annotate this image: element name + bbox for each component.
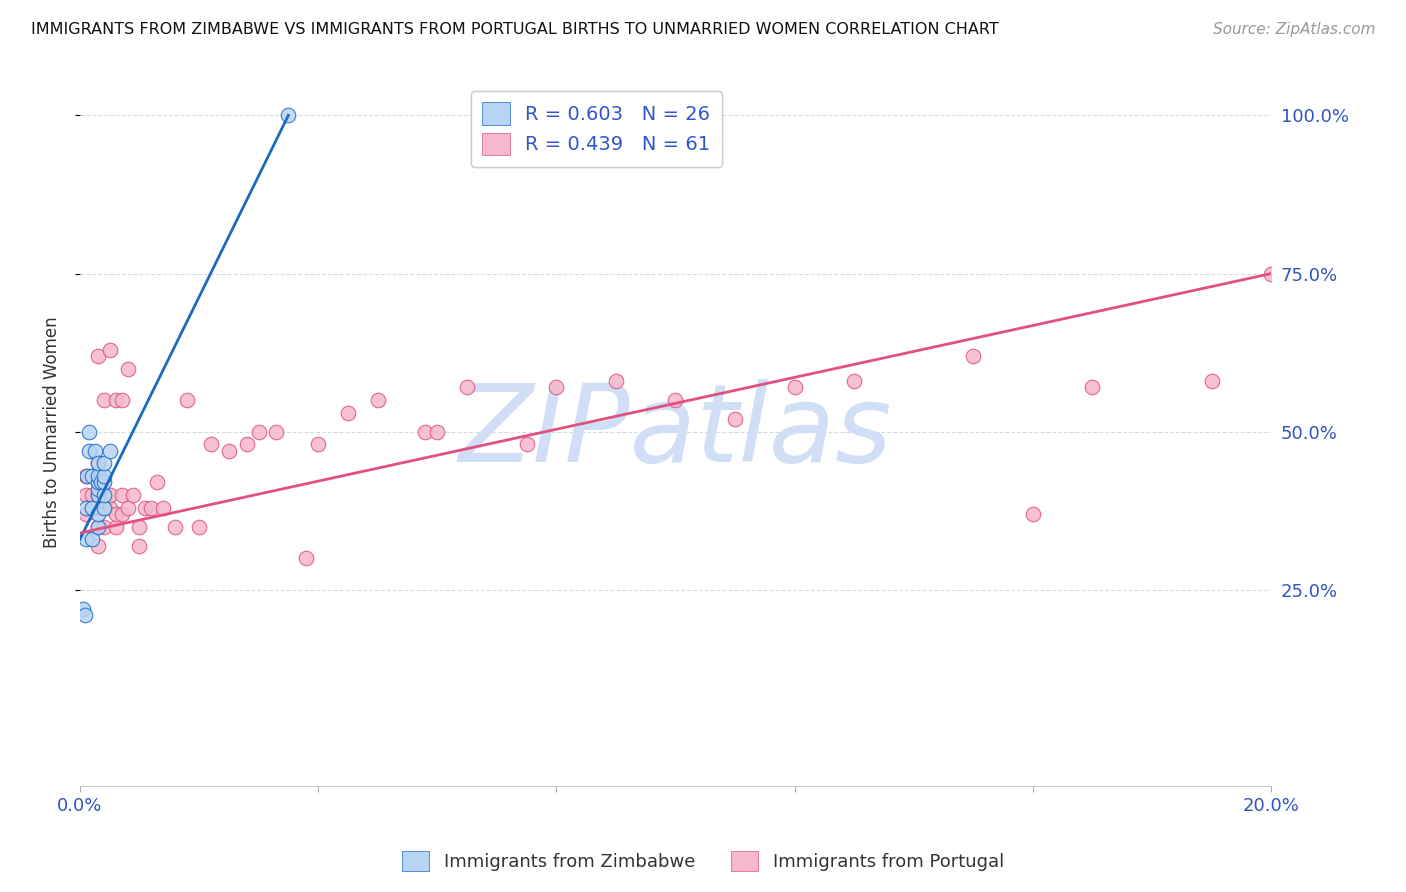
Point	[93, 488, 115, 502]
Text: Source: ZipAtlas.com: Source: ZipAtlas.com	[1212, 22, 1375, 37]
Legend: R = 0.603   N = 26, R = 0.439   N = 61: R = 0.603 N = 26, R = 0.439 N = 61	[471, 91, 723, 167]
Point	[110, 488, 132, 502]
Point	[73, 608, 96, 623]
Point	[75, 500, 97, 515]
Y-axis label: Births to Unmarried Women: Births to Unmarried Women	[44, 316, 60, 548]
Point	[128, 519, 150, 533]
Point	[87, 469, 110, 483]
Point	[87, 488, 110, 502]
Text: ZIPatlas: ZIPatlas	[458, 379, 893, 484]
Point	[76, 469, 98, 483]
Point	[98, 443, 121, 458]
Point	[80, 500, 103, 515]
Point	[1201, 374, 1223, 388]
Point	[87, 475, 110, 490]
Point	[87, 539, 110, 553]
Point	[277, 108, 299, 122]
Point	[295, 551, 318, 566]
Point	[426, 425, 449, 439]
Point	[80, 469, 103, 483]
Point	[93, 469, 115, 483]
Text: IMMIGRANTS FROM ZIMBABWE VS IMMIGRANTS FROM PORTUGAL BIRTHS TO UNMARRIED WOMEN C: IMMIGRANTS FROM ZIMBABWE VS IMMIGRANTS F…	[31, 22, 998, 37]
Point	[188, 519, 211, 533]
Point	[307, 437, 329, 451]
Point	[117, 500, 139, 515]
Point	[605, 374, 627, 388]
Point	[93, 457, 115, 471]
Point	[83, 443, 105, 458]
Point	[235, 437, 257, 451]
Point	[87, 457, 110, 471]
Point	[1260, 267, 1282, 281]
Point	[98, 343, 121, 357]
Point	[141, 500, 163, 515]
Point	[165, 519, 187, 533]
Point	[87, 488, 110, 502]
Point	[367, 393, 389, 408]
Point	[87, 519, 110, 533]
Point	[456, 380, 478, 394]
Point	[152, 500, 174, 515]
Point	[87, 519, 110, 533]
Point	[87, 482, 110, 496]
Point	[200, 437, 222, 451]
Point	[80, 488, 103, 502]
Point	[266, 425, 288, 439]
Point	[104, 519, 127, 533]
Point	[962, 349, 984, 363]
Point	[724, 412, 747, 426]
Point	[516, 437, 538, 451]
Point	[90, 475, 112, 490]
Point	[87, 457, 110, 471]
Point	[80, 533, 103, 547]
Point	[93, 500, 115, 515]
Point	[75, 469, 97, 483]
Point	[104, 393, 127, 408]
Point	[176, 393, 198, 408]
Point	[104, 507, 127, 521]
Point	[122, 488, 145, 502]
Point	[87, 507, 110, 521]
Point	[80, 500, 103, 515]
Legend: Immigrants from Zimbabwe, Immigrants from Portugal: Immigrants from Zimbabwe, Immigrants fro…	[395, 844, 1011, 879]
Point	[134, 500, 156, 515]
Point	[110, 507, 132, 521]
Point	[218, 443, 240, 458]
Point	[93, 475, 115, 490]
Point	[80, 469, 103, 483]
Point	[93, 500, 115, 515]
Point	[664, 393, 686, 408]
Point	[844, 374, 866, 388]
Point	[146, 475, 169, 490]
Point	[87, 500, 110, 515]
Point	[546, 380, 568, 394]
Point	[77, 443, 100, 458]
Point	[336, 406, 359, 420]
Point	[1022, 507, 1045, 521]
Point	[93, 519, 115, 533]
Point	[1081, 380, 1104, 394]
Point	[128, 539, 150, 553]
Point	[75, 533, 97, 547]
Point	[72, 602, 94, 616]
Point	[75, 488, 97, 502]
Point	[77, 425, 100, 439]
Point	[87, 475, 110, 490]
Point	[783, 380, 806, 394]
Point	[117, 361, 139, 376]
Point	[247, 425, 270, 439]
Point	[87, 349, 110, 363]
Point	[415, 425, 437, 439]
Point	[98, 500, 121, 515]
Point	[110, 393, 132, 408]
Point	[75, 507, 97, 521]
Point	[93, 393, 115, 408]
Point	[98, 488, 121, 502]
